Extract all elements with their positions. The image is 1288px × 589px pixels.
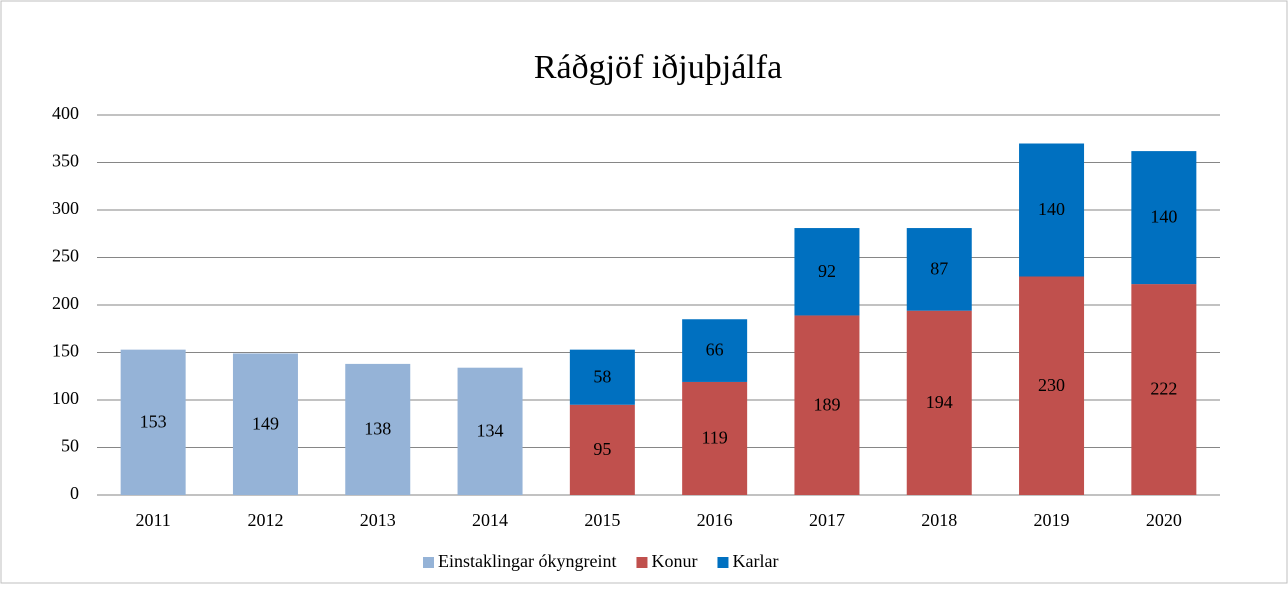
x-tick-label: 2012 [247, 510, 283, 530]
data-label: 189 [813, 394, 840, 414]
data-label: 194 [926, 392, 953, 412]
bar-segment [1019, 276, 1085, 495]
legend-swatch [717, 557, 729, 568]
data-label: 87 [930, 259, 948, 279]
bar-segment [1019, 143, 1085, 277]
data-label: 222 [1150, 379, 1177, 399]
bar-segment [120, 349, 186, 495]
x-tick-label: 2014 [472, 510, 508, 530]
bar-segment [569, 404, 635, 495]
x-tick-label: 2020 [1146, 510, 1182, 530]
bar-segment [906, 228, 972, 311]
y-tick-label: 150 [52, 341, 79, 361]
x-tick-label: 2013 [360, 510, 396, 530]
data-label: 92 [818, 261, 836, 281]
bar-segment [682, 381, 748, 495]
y-tick-label: 100 [52, 388, 79, 408]
bar-segment [1131, 284, 1197, 495]
bar-segment [232, 353, 298, 495]
legend-swatch [423, 557, 434, 568]
data-label: 153 [140, 411, 167, 431]
y-tick-label: 50 [61, 436, 79, 456]
x-tick-label: 2011 [135, 510, 170, 530]
y-tick-label: 300 [52, 198, 79, 218]
bar-segment [345, 363, 411, 495]
bar-segment [794, 228, 860, 316]
chart-title: Ráðgjöf iðjuþjálfa [534, 49, 782, 86]
y-tick-label: 250 [52, 246, 79, 266]
data-label: 119 [701, 428, 727, 448]
legend-label: Einstaklingar ókyngreint [438, 551, 616, 571]
y-tick-label: 400 [52, 103, 79, 123]
bar-segment [906, 310, 972, 495]
data-label: 138 [364, 419, 391, 439]
y-tick-label: 0 [70, 483, 79, 503]
data-label: 140 [1150, 207, 1177, 227]
legend-swatch [636, 557, 648, 568]
data-label: 140 [1038, 199, 1065, 219]
data-label: 58 [593, 366, 611, 386]
legend-label: Karlar [732, 551, 778, 571]
bar-segment [682, 319, 748, 382]
bar-segment [569, 349, 635, 405]
x-tick-label: 2015 [584, 510, 620, 530]
bar-segment [794, 315, 860, 495]
y-tick-label: 350 [52, 151, 79, 171]
y-tick-label: 200 [52, 293, 79, 313]
legend-label: Konur [651, 551, 697, 571]
data-label: 66 [706, 340, 724, 360]
data-label: 134 [477, 420, 504, 440]
bar-segment [1131, 151, 1197, 285]
x-tick-label: 2018 [921, 510, 957, 530]
x-tick-label: 2017 [809, 510, 845, 530]
x-tick-label: 2016 [697, 510, 733, 530]
data-label: 95 [593, 439, 611, 459]
bar-segment [457, 367, 523, 495]
data-label: 149 [252, 413, 279, 433]
data-label: 230 [1038, 375, 1065, 395]
x-tick-label: 2019 [1034, 510, 1070, 530]
